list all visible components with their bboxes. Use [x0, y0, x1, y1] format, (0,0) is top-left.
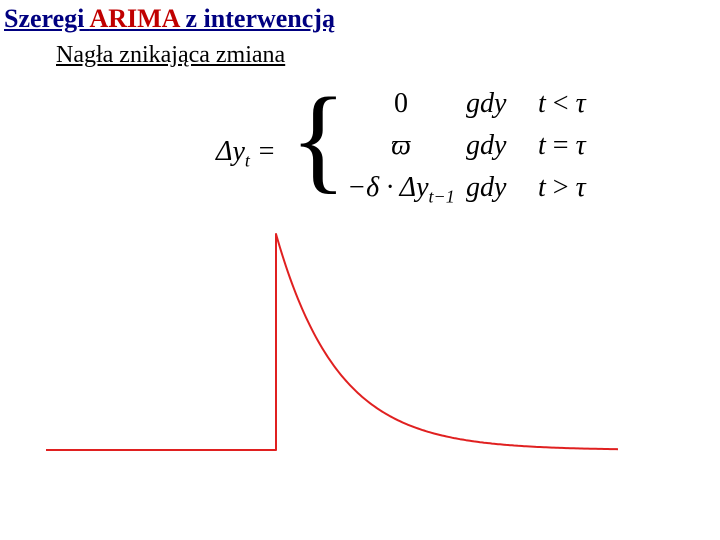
title-arima: ARIMA — [89, 4, 179, 33]
cond-rhs: τ — [576, 172, 586, 203]
subtitle: Nagła znikająca zmiana — [56, 42, 285, 69]
case-value: 0 — [336, 90, 466, 118]
equals-sign: = — [250, 136, 276, 167]
case-cond: t < τ — [538, 90, 586, 118]
case-row: −δ · Δyt−1 gdy t > τ — [336, 174, 586, 216]
page-title: Szeregi ARIMA z interwencją — [4, 4, 335, 34]
equation-lhs: Δyt = — [216, 138, 276, 170]
case-row: ϖ gdy t = τ — [336, 132, 586, 174]
case-cond: t = τ — [538, 132, 586, 160]
cond-lhs: t — [538, 172, 546, 203]
cond-rhs: τ — [576, 130, 586, 161]
cond-op: < — [546, 88, 576, 119]
cond-rhs: τ — [576, 88, 586, 119]
case-value-math: ϖ — [391, 130, 411, 161]
title-pre: Szeregi — [4, 4, 89, 33]
case-gdy: gdy — [466, 174, 538, 202]
case-value-sub: t−1 — [429, 187, 455, 207]
cond-lhs: t — [538, 130, 546, 161]
case-value: −δ · Δyt−1 — [336, 174, 466, 206]
equation-cases: 0 gdy t < τ ϖ gdy t = τ −δ · Δyt−1 gdy t… — [336, 90, 586, 216]
case-cond: t > τ — [538, 174, 586, 202]
case-gdy: gdy — [466, 90, 538, 118]
title-post: z interwencją — [179, 4, 335, 33]
cond-op: > — [546, 172, 576, 203]
case-value: ϖ — [336, 132, 466, 160]
cond-lhs: t — [538, 88, 546, 119]
delta-symbol: Δ — [216, 136, 232, 167]
impulse-decay-chart — [46, 230, 618, 490]
cond-op: = — [546, 130, 576, 161]
case-gdy: gdy — [466, 132, 538, 160]
case-value-math: −δ · Δy — [347, 172, 428, 203]
case-row: 0 gdy t < τ — [336, 90, 586, 132]
y-symbol: y — [232, 136, 244, 167]
